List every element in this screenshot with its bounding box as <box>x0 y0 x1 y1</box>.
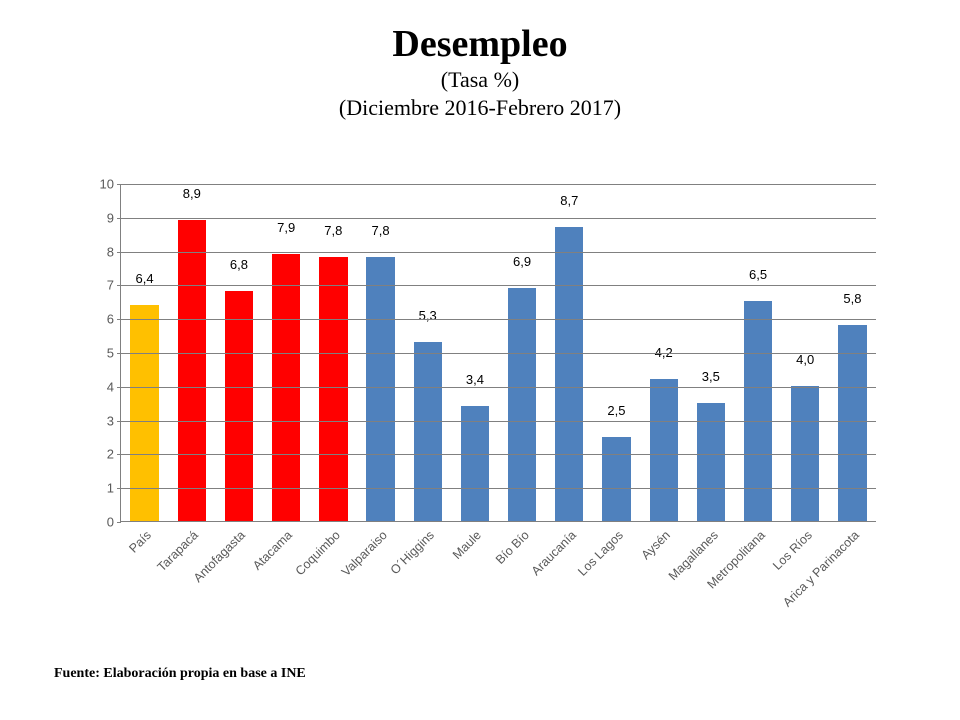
bar <box>414 342 442 521</box>
x-axis-label: Coquimbo <box>292 528 342 578</box>
y-tick-mark <box>117 421 121 422</box>
gridline <box>121 218 876 219</box>
y-tick-mark <box>117 252 121 253</box>
bar-value-label: 7,8 <box>357 223 404 240</box>
x-axis-label: Tarapacá <box>155 528 201 574</box>
x-axis-label: País <box>126 528 154 556</box>
bar-value-label: 2,5 <box>593 403 640 420</box>
x-axis-label: Araucanía <box>529 528 579 578</box>
bar <box>508 288 536 521</box>
bar <box>555 227 583 521</box>
y-tick-label: 8 <box>84 244 114 259</box>
bar-chart: 6,48,96,87,97,87,85,33,46,98,72,54,23,56… <box>86 184 876 554</box>
y-tick-label: 9 <box>84 210 114 225</box>
bar-value-label: 8,7 <box>546 193 593 210</box>
plot-area: 6,48,96,87,97,87,85,33,46,98,72,54,23,56… <box>120 184 876 522</box>
y-tick-label: 1 <box>84 481 114 496</box>
source-text: Fuente: Elaboración propia en base a INE <box>54 666 306 682</box>
bar <box>178 220 206 521</box>
gridline <box>121 421 876 422</box>
x-axis-label: O´Higgins <box>388 528 437 577</box>
bar <box>225 291 253 521</box>
x-axis-label: Aysén <box>639 528 673 562</box>
gridline <box>121 387 876 388</box>
x-axis-label: Los Lagos <box>575 528 626 579</box>
gridline <box>121 488 876 489</box>
bar-value-label: 6,8 <box>215 257 262 274</box>
y-tick-mark <box>117 218 121 219</box>
bar <box>319 257 347 521</box>
y-tick-mark <box>117 522 121 523</box>
bar-value-label: 8,9 <box>168 186 215 203</box>
chart-title: Desempleo <box>0 24 960 66</box>
y-tick-mark <box>117 184 121 185</box>
bar <box>366 257 394 521</box>
gridline <box>121 285 876 286</box>
gridline <box>121 184 876 185</box>
y-tick-mark <box>117 454 121 455</box>
y-tick-mark <box>117 488 121 489</box>
bar-value-label: 6,5 <box>734 267 781 284</box>
bar-value-label: 5,8 <box>829 291 876 308</box>
x-axis-label: Valparaiso <box>339 528 390 579</box>
gridline <box>121 454 876 455</box>
gridline <box>121 319 876 320</box>
bar-value-label: 7,8 <box>310 223 357 240</box>
y-tick-label: 0 <box>84 515 114 530</box>
bar <box>838 325 866 521</box>
y-tick-label: 5 <box>84 346 114 361</box>
y-tick-label: 10 <box>84 177 114 192</box>
chart-subtitle-1: (Tasa %) <box>0 66 960 95</box>
bar-value-label: 5,3 <box>404 308 451 325</box>
chart-subtitle-2: (Diciembre 2016-Febrero 2017) <box>0 94 960 123</box>
y-tick-label: 2 <box>84 447 114 462</box>
y-tick-label: 7 <box>84 278 114 293</box>
gridline <box>121 353 876 354</box>
bar-value-label: 7,9 <box>263 220 310 237</box>
bar <box>461 406 489 521</box>
y-tick-label: 6 <box>84 312 114 327</box>
bar <box>650 379 678 521</box>
y-tick-mark <box>117 387 121 388</box>
y-tick-label: 3 <box>84 413 114 428</box>
y-tick-mark <box>117 353 121 354</box>
y-tick-mark <box>117 285 121 286</box>
bar-value-label: 3,5 <box>687 369 734 386</box>
x-axis-label: Los Ríos <box>770 528 815 573</box>
y-tick-mark <box>117 319 121 320</box>
bar <box>602 437 630 522</box>
y-tick-label: 4 <box>84 379 114 394</box>
bar-value-label: 4,0 <box>782 352 829 369</box>
x-axis-label: Atacama <box>250 528 295 573</box>
x-axis-label: Bío Bío <box>493 528 532 567</box>
bar-value-label: 6,9 <box>499 254 546 271</box>
x-axis-label: Maule <box>450 528 484 562</box>
title-block: Desempleo (Tasa %) (Diciembre 2016-Febre… <box>0 0 960 123</box>
gridline <box>121 252 876 253</box>
